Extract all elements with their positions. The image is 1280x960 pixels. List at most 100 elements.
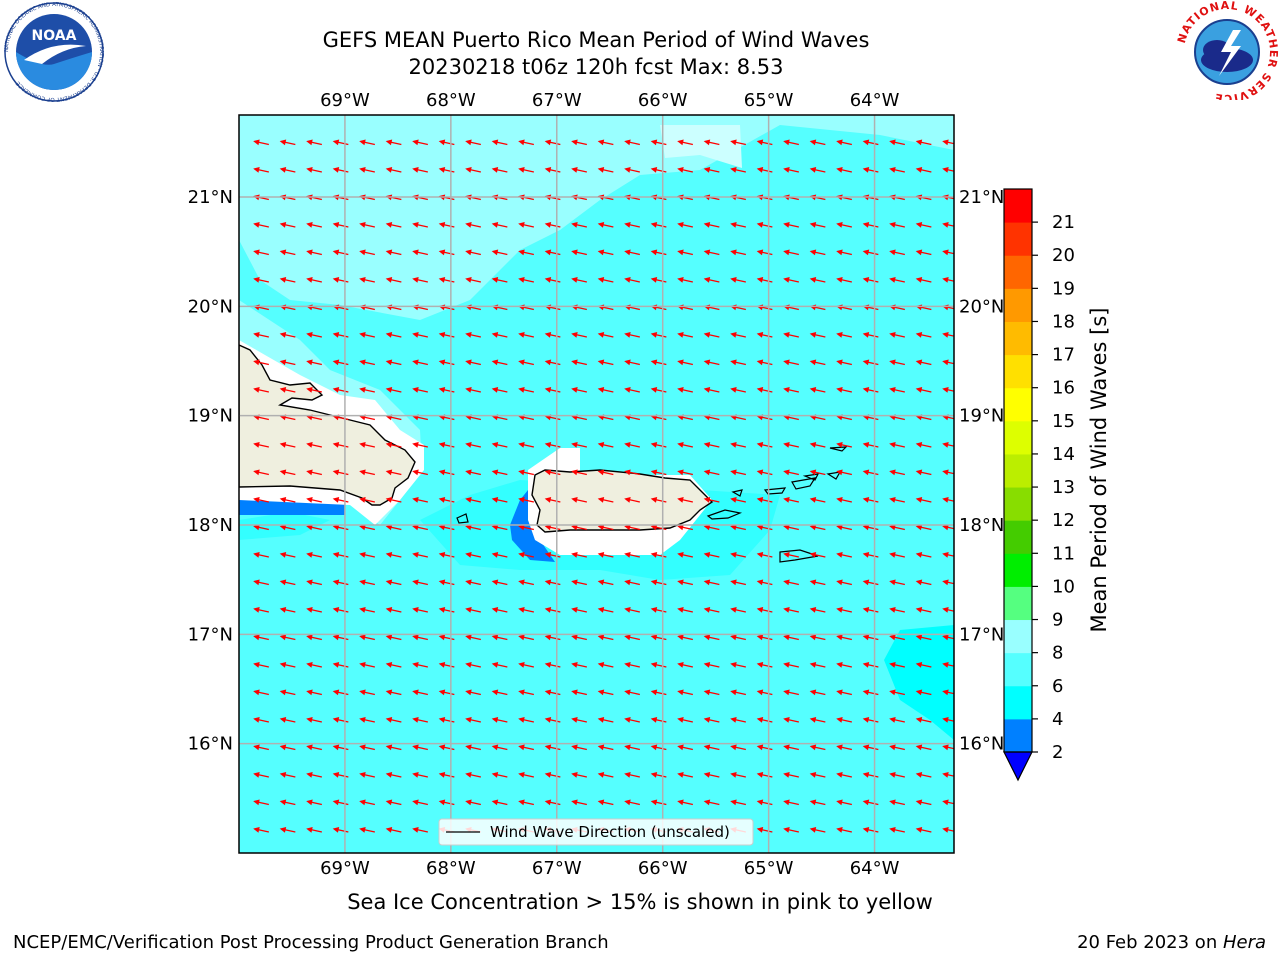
wind-wave-arrow [518,276,534,283]
wind-wave-arrow [703,606,720,613]
wind-wave-arrow [359,661,375,668]
wind-wave-arrow [677,551,693,558]
lat-label-right: 20°N [959,296,1004,317]
wind-wave-arrow [359,826,375,833]
wind-wave-arrow [544,221,561,228]
chart-title: GEFS MEAN Puerto Rico Mean Period of Win… [322,28,870,52]
wind-wave-arrow [597,716,614,723]
wind-wave-arrow [624,139,640,146]
wind-wave-arrow [756,551,773,558]
wind-wave-arrow [915,139,932,146]
wind-wave-arrow [465,249,481,256]
wind-wave-arrow [544,524,561,531]
wind-wave-arrow [624,716,640,723]
wind-wave-arrow [597,771,614,778]
wind-wave-arrow [862,139,879,146]
wind-wave-arrow [650,139,667,146]
wind-wave-arrow [597,744,614,751]
wind-wave-arrow [730,689,746,696]
wind-wave-arrow [677,771,693,778]
wind-wave-arrow [253,689,269,696]
wind-wave-arrow [942,386,954,393]
wind-wave-arrow [677,139,693,146]
colorbar-tick-label: 17 [1052,345,1075,366]
wind-wave-arrow [438,744,455,751]
wind-wave-arrow [756,716,773,723]
colorbar: 2 4 6 8 9 10 11 12 13 14 15 16 17 18 19 20 21 [1003,188,1075,782]
st-john-island [791,477,817,490]
wind-wave-arrow [544,386,561,393]
wind-wave-arrow [597,689,614,696]
colorbar-tick-label: 21 [1052,212,1075,233]
wind-wave-arrow [385,744,402,751]
wind-wave-arrow [809,249,826,256]
noaa-logo: NATIONAL OCEANIC AND ATMOSPHERIC ADMINIS… [4,2,104,102]
wind-wave-arrow [889,771,905,778]
wind-wave-arrow [518,331,534,338]
wind-wave-arrow [279,359,296,366]
wind-wave-arrow [862,634,879,641]
wind-wave-arrow [438,634,455,641]
wind-wave-arrow [332,579,349,586]
wind-wave-arrow [889,276,905,283]
wind-wave-arrow [332,771,349,778]
wind-wave-arrow [279,496,296,503]
wind-wave-arrow [306,551,322,558]
wind-wave-arrow [809,551,826,558]
wind-wave-arrow [306,606,322,613]
wind-wave-arrow [412,524,428,531]
wind-wave-arrow [385,799,402,806]
wind-wave-arrow [279,689,296,696]
wind-wave-arrow [889,689,905,696]
wind-wave-arrow [571,469,587,476]
wind-wave-arrow [756,689,773,696]
wind-wave-arrow [385,441,402,448]
wind-wave-arrow [491,469,508,476]
wind-wave-arrow [438,579,455,586]
wind-wave-arrow [703,331,720,338]
wind-wave-arrow [571,579,587,586]
wind-wave-arrow [756,744,773,751]
wind-wave-arrow [862,469,879,476]
colorbar-segment [1004,453,1032,488]
wind-wave-arrow [597,634,614,641]
wind-wave-arrow [597,579,614,586]
wind-wave-arrow [783,606,799,613]
wind-wave-arrow [465,606,481,613]
wind-wave-arrow [942,634,954,641]
wind-wave-arrow [703,249,720,256]
wind-wave-arrow [703,579,720,586]
wind-wave-arrow [279,634,296,641]
wind-wave-arrow [836,606,852,613]
wind-wave-arrow [544,276,561,283]
wind-wave-arrow [756,276,773,283]
wind-wave-arrow [253,166,269,173]
wind-wave-arrow [677,799,693,806]
wind-wave-arrow [756,441,773,448]
wind-wave-arrow [412,139,428,146]
wind-wave-arrow [306,469,322,476]
wind-wave-arrow [544,469,561,476]
wind-wave-arrow [809,359,826,366]
wind-wave-arrow [518,634,534,641]
wind-wave-arrow [650,634,667,641]
lat-label-left: 20°N [188,296,233,317]
wind-wave-arrow [359,744,375,751]
wind-wave-arrow [809,744,826,751]
wind-wave-arrow [438,661,455,668]
wind-wave-arrow [703,469,720,476]
wind-wave-arrow [385,331,402,338]
footer-credit: NCEP/EMC/Verification Post Processing Pr… [13,932,609,953]
colorbar-tick-label: 11 [1052,543,1075,564]
colorbar-tick-label: 6 [1052,676,1063,697]
wind-wave-arrow [438,771,455,778]
wind-wave-arrow [889,166,905,173]
wind-wave-arrow [253,744,269,751]
lon-label-bottom: 69°W [320,858,370,879]
wind-wave-arrow [412,744,428,751]
wind-wave-arrow [624,771,640,778]
wind-wave-arrow [412,221,428,228]
wind-wave-arrow [862,551,879,558]
wind-wave-arrow [438,716,455,723]
wind-wave-arrow [571,799,587,806]
